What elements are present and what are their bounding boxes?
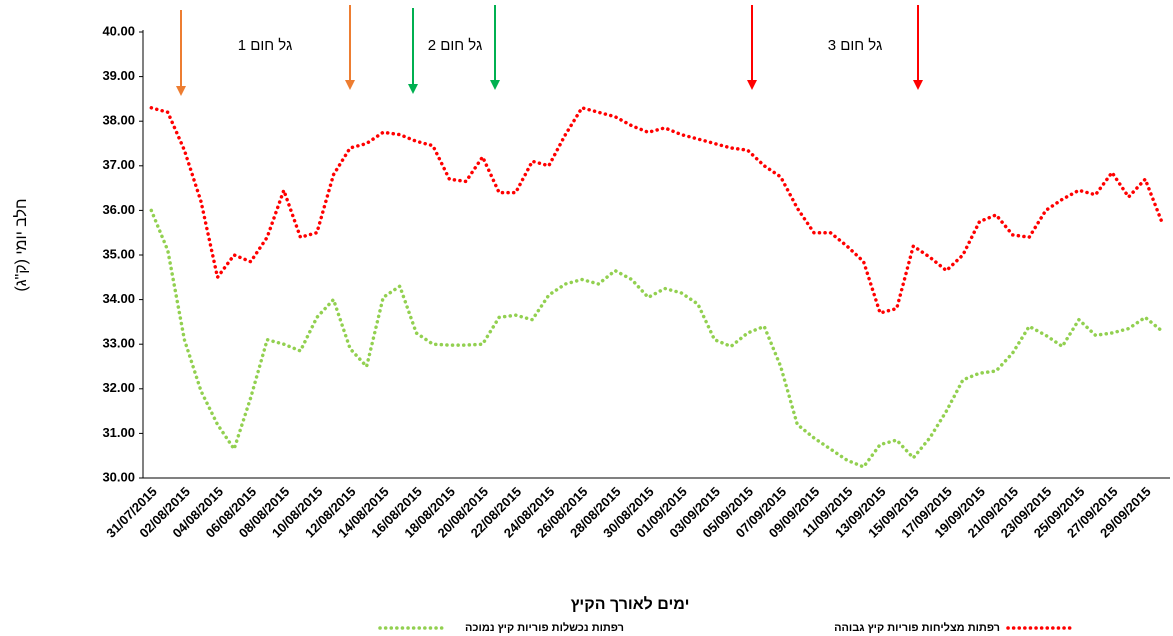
annotation: גל חום 3: [828, 37, 883, 54]
x-axis-title: ימים לאורך הקיץ: [571, 595, 690, 613]
y-tick-label: 30.00: [102, 469, 135, 484]
series-line: [149, 208, 1164, 469]
y-tick-label: 37.00: [102, 157, 135, 172]
annotation: גל חום 2: [428, 37, 483, 54]
y-tick-label: 34.00: [102, 291, 135, 306]
series-line: [149, 106, 1164, 315]
y-axis-title: חלב יומי (ק"ג): [12, 198, 30, 291]
legend-label: רפתות נכשלות פוריות קיץ נמוכה: [465, 621, 624, 634]
y-tick-label: 31.00: [102, 425, 135, 440]
y-tick-label: 39.00: [102, 68, 135, 83]
annotation: גל חום 1: [238, 37, 293, 54]
y-tick-label: 33.00: [102, 336, 135, 351]
legend-label: רפתות מצליחות פוריות קיץ גבוהה: [834, 621, 1000, 634]
y-tick-label: 35.00: [102, 246, 135, 261]
arrows: [176, 5, 923, 96]
y-tick-label: 40.00: [102, 23, 135, 38]
y-tick-label: 36.00: [102, 202, 135, 217]
y-tick-label: 32.00: [102, 380, 135, 395]
y-tick-label: 38.00: [102, 113, 135, 128]
